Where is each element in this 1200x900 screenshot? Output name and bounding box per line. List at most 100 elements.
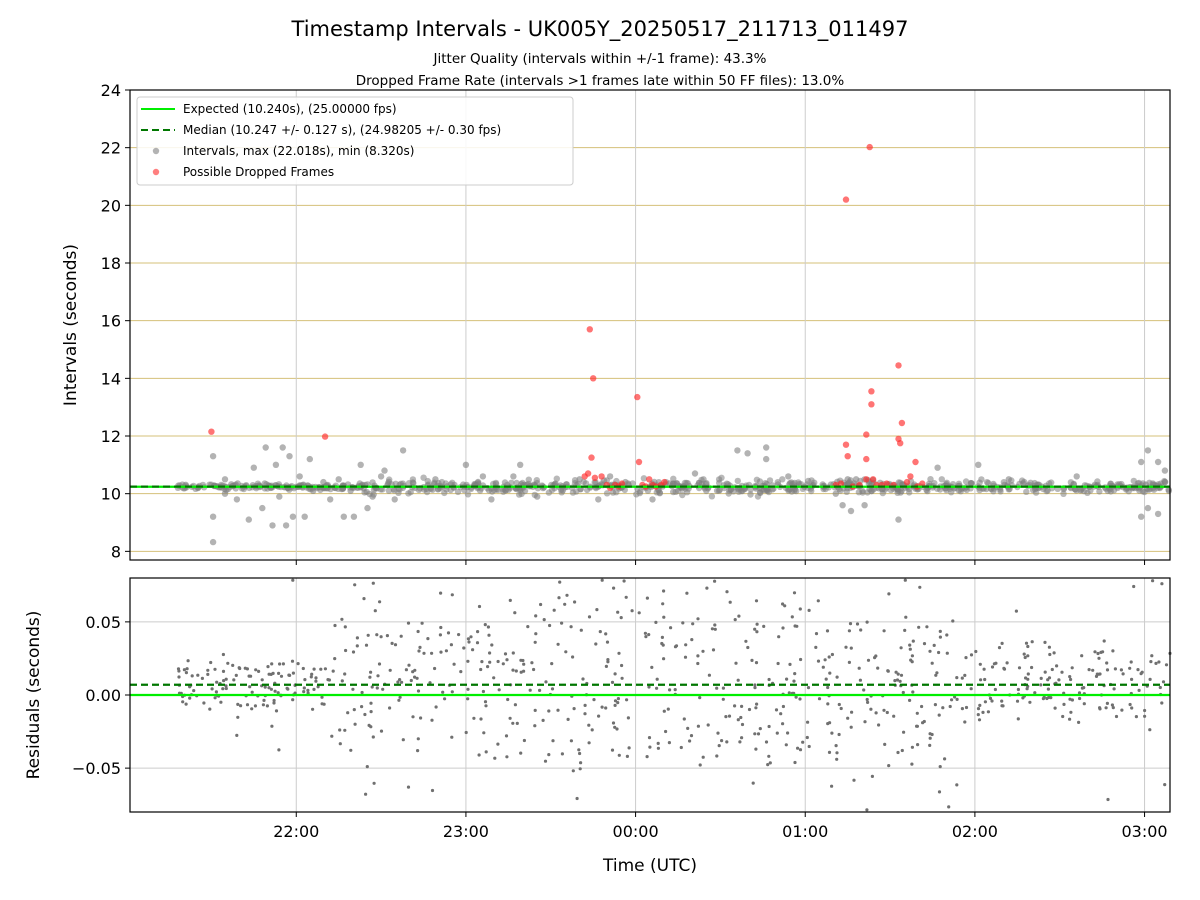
residual-point: [272, 701, 276, 705]
interval-point: [489, 488, 496, 495]
interval-point: [887, 486, 895, 494]
interval-point: [808, 487, 815, 495]
residual-point: [1157, 660, 1161, 664]
residual-point: [753, 683, 757, 687]
residual-point: [617, 651, 621, 655]
chart-title: Timestamp Intervals - UK005Y_20250517_21…: [291, 17, 909, 42]
dropped-frame-point: [863, 431, 870, 438]
residual-point: [950, 698, 954, 702]
dropped-frame-point: [591, 474, 599, 481]
residual-point: [1128, 666, 1132, 670]
residual-point: [185, 667, 189, 671]
residual-point: [320, 695, 324, 699]
residual-point: [528, 688, 532, 692]
residual-point: [196, 673, 200, 677]
residual-point: [416, 629, 420, 634]
residual-point: [754, 661, 759, 665]
residual-point: [1139, 672, 1143, 676]
residual-point: [762, 624, 766, 629]
residual-point: [556, 642, 560, 646]
residual-point: [1148, 728, 1152, 732]
residual-point: [506, 697, 510, 702]
residual-point: [511, 668, 515, 672]
residual-point: [713, 623, 717, 627]
residual-point: [352, 708, 356, 712]
intervals-y-tick-label: 18: [101, 254, 121, 273]
residual-point: [857, 666, 861, 670]
residual-point: [373, 609, 377, 613]
residual-point: [522, 662, 526, 666]
residual-point: [733, 618, 737, 622]
interval-point: [1031, 479, 1038, 487]
residual-point: [826, 702, 830, 706]
residual-point: [873, 656, 877, 660]
interval-point: [310, 487, 317, 494]
interval-point: [1161, 478, 1169, 486]
residual-point: [798, 697, 802, 701]
residual-point: [378, 600, 382, 604]
residual-point: [977, 718, 982, 722]
residual-point: [1039, 676, 1043, 681]
residual-point: [1030, 665, 1034, 670]
residual-point: [353, 583, 357, 587]
residual-point: [190, 674, 194, 678]
residual-point: [560, 621, 564, 625]
residual-point: [616, 610, 620, 614]
interval-point: [779, 476, 786, 483]
residual-point: [767, 724, 771, 729]
residual-point: [990, 665, 995, 669]
residual-point: [737, 614, 741, 618]
residual-point: [600, 705, 604, 709]
residual-point: [376, 674, 380, 678]
residual-point: [566, 717, 570, 722]
residual-point: [960, 676, 964, 680]
residual-point: [992, 662, 997, 666]
residual-point: [428, 681, 432, 685]
intervals-y-axis-label: Intervals (seconds): [61, 244, 81, 406]
residual-point: [754, 747, 758, 751]
residual-point: [508, 598, 512, 603]
residual-point: [683, 655, 688, 659]
residual-point: [710, 627, 715, 631]
residual-point: [181, 700, 185, 704]
residual-point: [978, 662, 982, 666]
residual-point: [496, 659, 500, 664]
residual-point: [849, 725, 853, 729]
residual-point: [1016, 717, 1020, 721]
residual-point: [296, 662, 300, 666]
interval-point: [1005, 476, 1012, 483]
residual-point: [254, 668, 258, 672]
residual-point: [563, 602, 567, 606]
interval-point: [209, 538, 217, 546]
interval-point: [785, 487, 792, 494]
interval-points: [174, 143, 1173, 546]
residual-point: [807, 744, 811, 749]
residual-point: [541, 718, 545, 723]
residual-point: [1050, 667, 1054, 672]
residual-point: [606, 660, 610, 664]
residual-point: [234, 673, 238, 678]
residual-point: [1041, 697, 1045, 701]
residual-point: [1015, 699, 1020, 703]
residual-point: [538, 688, 542, 693]
residual-point: [422, 651, 426, 655]
interval-point: [962, 478, 970, 485]
residual-point: [250, 690, 254, 694]
residual-point: [750, 658, 754, 663]
residual-point: [519, 751, 523, 755]
residual-point: [286, 687, 290, 691]
residual-point: [1060, 670, 1064, 674]
interval-point: [350, 513, 358, 520]
residual-point: [464, 730, 468, 735]
interval-point: [1134, 480, 1142, 487]
residual-point: [1120, 708, 1124, 712]
interval-point: [839, 502, 846, 509]
residual-point: [310, 672, 314, 676]
residual-point: [862, 688, 866, 692]
residual-point: [859, 628, 863, 632]
residual-point: [617, 753, 621, 757]
interval-point: [397, 480, 404, 487]
residual-point: [481, 689, 485, 694]
residual-point: [1026, 672, 1030, 676]
residual-point: [1111, 649, 1115, 653]
